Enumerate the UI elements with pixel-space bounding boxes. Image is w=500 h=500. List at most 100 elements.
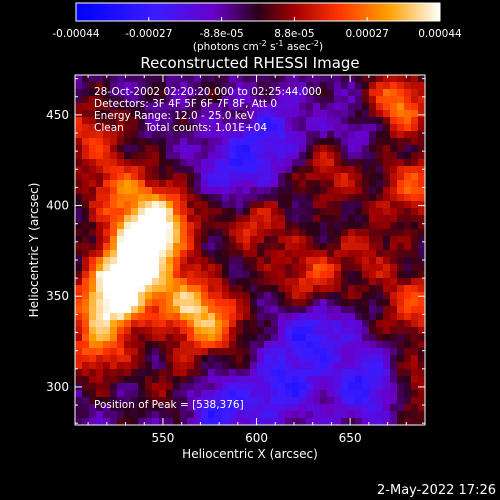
heatmap-cell [285,180,293,188]
heatmap-cell [243,187,251,195]
heatmap-cell [376,411,384,419]
heatmap-cell [369,376,377,384]
heatmap-cell [103,138,111,146]
heatmap-cell [103,278,111,286]
heatmap-cell [292,383,300,391]
heatmap-cell [250,320,258,328]
heatmap-cell [103,390,111,398]
heatmap-cell [180,110,188,118]
heatmap-cell [145,306,153,314]
heatmap-cell [145,89,153,97]
heatmap-cell [397,124,405,132]
heatmap-cell [264,250,272,258]
heatmap-cell [124,369,132,377]
heatmap-cell [278,152,286,160]
heatmap-cell [117,362,125,370]
heatmap-cell [229,390,237,398]
heatmap-cell [362,103,370,111]
heatmap-cell [404,145,412,153]
heatmap-cell [383,383,391,391]
heatmap-cell [278,271,286,279]
energy-range-label: Energy Range: 12.0 - 25.0 keV [94,110,255,122]
heatmap-cell [362,229,370,237]
heatmap-cell [201,306,209,314]
heatmap-cell [341,299,349,307]
heatmap-cell [320,194,328,202]
heatmap-cell [341,376,349,384]
heatmap-cell [201,117,209,125]
heatmap-cell [418,159,426,167]
heatmap-cell [411,257,419,265]
heatmap-cell [271,418,279,426]
heatmap-cell [166,257,174,265]
heatmap-cell [369,278,377,286]
heatmap-cell [285,397,293,405]
heatmap-cell [390,404,398,412]
heatmap-cell [271,376,279,384]
heatmap-cell [362,201,370,209]
heatmap-cell [278,327,286,335]
heatmap-cell [194,418,202,426]
heatmap-cell [180,215,188,223]
heatmap-cell [124,355,132,363]
heatmap-cell [173,117,181,125]
heatmap-cell [117,299,125,307]
heatmap-cell [320,369,328,377]
heatmap-cell [348,222,356,230]
heatmap-cell [194,341,202,349]
heatmap-cell [117,411,125,419]
heatmap-cell [131,110,139,118]
heatmap-cell [222,341,230,349]
heatmap-cell [138,292,146,300]
heatmap-cell [418,124,426,132]
heatmap-cell [397,306,405,314]
heatmap-cell [278,243,286,251]
heatmap-cell [257,243,265,251]
heatmap-cell [152,306,160,314]
heatmap-cell [89,348,97,356]
heatmap-cell [257,187,265,195]
heatmap-cell [250,355,258,363]
heatmap-cell [229,320,237,328]
heatmap-cell [320,376,328,384]
heatmap-cell [313,418,321,426]
heatmap-cell [201,250,209,258]
heatmap-cell [397,187,405,195]
heatmap-cell [299,404,307,412]
heatmap-cell [187,369,195,377]
heatmap-cell [208,327,216,335]
heatmap-cell [173,236,181,244]
heatmap-cell [145,320,153,328]
heatmap-cell [362,292,370,300]
heatmap-cell [369,117,377,125]
heatmap-cell [299,82,307,90]
heatmap-cell [75,320,83,328]
heatmap-cell [299,292,307,300]
heatmap-cell [194,187,202,195]
heatmap-cell [404,110,412,118]
heatmap-cell [194,362,202,370]
heatmap-cell [194,117,202,125]
heatmap-cell [313,348,321,356]
heatmap-cell [82,96,90,104]
heatmap-cell [110,369,118,377]
heatmap-cell [75,271,83,279]
heatmap-cell [215,243,223,251]
heatmap-cell [299,411,307,419]
heatmap-cell [257,110,265,118]
heatmap-cell [82,187,90,195]
heatmap-cell [306,243,314,251]
heatmap-cell [397,194,405,202]
heatmap-cell [159,194,167,202]
heatmap-cell [222,271,230,279]
heatmap-cell [285,145,293,153]
heatmap-cell [341,124,349,132]
heatmap-cell [103,341,111,349]
heatmap-cell [159,166,167,174]
heatmap-cell [404,327,412,335]
heatmap-cell [75,243,83,251]
heatmap-cell [222,229,230,237]
heatmap-cell [124,222,132,230]
heatmap-cell [362,264,370,272]
heatmap-cell [397,369,405,377]
